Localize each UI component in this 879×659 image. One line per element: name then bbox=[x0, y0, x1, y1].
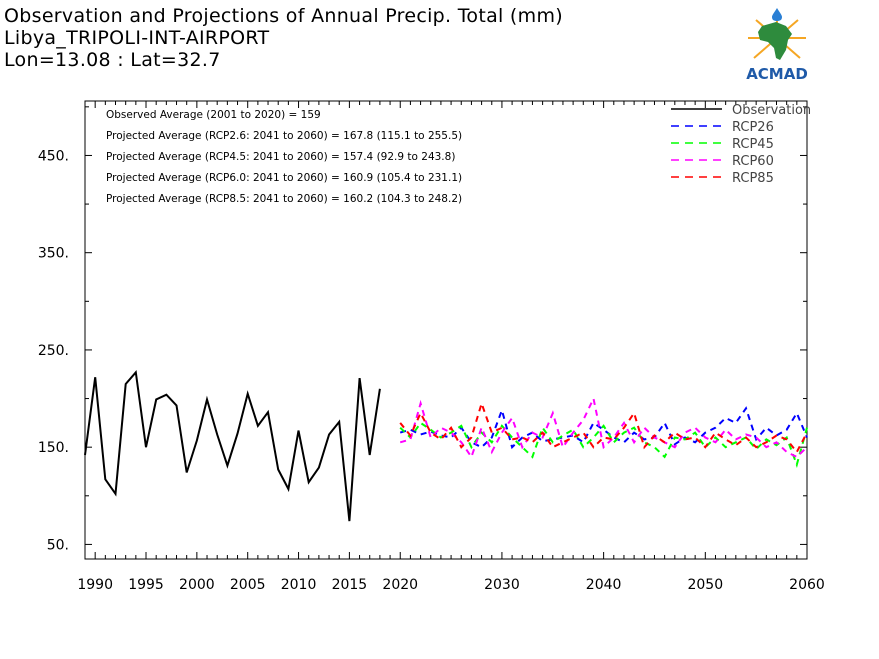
annotation-line: Projected Average (RCP6.0: 2041 to 2060)… bbox=[106, 172, 462, 184]
chart-title-block: Observation and Projections of Annual Pr… bbox=[4, 5, 563, 71]
series-line-rcp45 bbox=[399, 421, 808, 468]
annotation-line: Projected Average (RCP2.6: 2041 to 2060)… bbox=[106, 130, 462, 142]
africa-map-sun-drop-icon bbox=[748, 8, 806, 60]
x-tick-label: 2015 bbox=[332, 577, 368, 593]
x-tick-label: 1990 bbox=[77, 577, 113, 593]
plot-frame bbox=[84, 100, 808, 560]
y-tick-label: 50. bbox=[47, 537, 69, 553]
x-tick-label: 2005 bbox=[230, 577, 266, 593]
series-line-rcp85 bbox=[399, 400, 808, 454]
x-tick-label: 2030 bbox=[484, 577, 520, 593]
y-tick-label: 450. bbox=[38, 148, 69, 164]
x-axis-tick-labels: 1990 1995 2000 2005 2010 2015 2020 2030 2040 2050… bbox=[77, 577, 824, 593]
x-tick-label: 1995 bbox=[128, 577, 164, 593]
x-tick-label: 2050 bbox=[687, 577, 723, 593]
chart-coordinates: Lon=13.08 : Lat=32.7 bbox=[4, 49, 221, 71]
x-tick-label: 2040 bbox=[586, 577, 622, 593]
series-lines bbox=[84, 369, 808, 522]
legend-label: Observation bbox=[732, 103, 811, 118]
series-line-rcp26 bbox=[399, 406, 808, 450]
logo-text: ACMAD bbox=[746, 65, 808, 83]
y-tick-label: 250. bbox=[38, 343, 69, 359]
annotation-block: Observed Average (2001 to 2020) = 159 Pro… bbox=[106, 109, 462, 205]
annotation-line: Projected Average (RCP4.5: 2041 to 2060)… bbox=[106, 151, 455, 163]
legend-label: RCP60 bbox=[732, 154, 774, 169]
acmad-logo: ACMAD bbox=[736, 8, 818, 84]
y-tick-label: 350. bbox=[38, 246, 69, 262]
chart-legend: Observation RCP26 RCP45 RCP60 RCP85 bbox=[671, 103, 811, 186]
x-tick-label: 2000 bbox=[179, 577, 215, 593]
annotation-line: Observed Average (2001 to 2020) = 159 bbox=[106, 109, 321, 121]
chart-station-name: Libya_TRIPOLI-INT-AIRPORT bbox=[4, 27, 270, 49]
chart-title: Observation and Projections of Annual Pr… bbox=[4, 5, 563, 27]
legend-label: RCP45 bbox=[732, 137, 774, 152]
legend-label: RCP26 bbox=[732, 120, 774, 135]
axis-ticks bbox=[85, 101, 808, 559]
x-tick-label: 2010 bbox=[281, 577, 317, 593]
series-line-observation bbox=[84, 369, 381, 522]
legend-label: RCP85 bbox=[732, 171, 774, 186]
series-line-rcp60 bbox=[399, 395, 808, 460]
y-axis-tick-labels: 50. 150. 250. 350. 450. bbox=[38, 148, 69, 553]
y-tick-label: 150. bbox=[38, 440, 69, 456]
x-tick-label: 2060 bbox=[789, 577, 825, 593]
x-tick-label: 2020 bbox=[382, 577, 418, 593]
annotation-line: Projected Average (RCP8.5: 2041 to 2060)… bbox=[106, 193, 462, 205]
